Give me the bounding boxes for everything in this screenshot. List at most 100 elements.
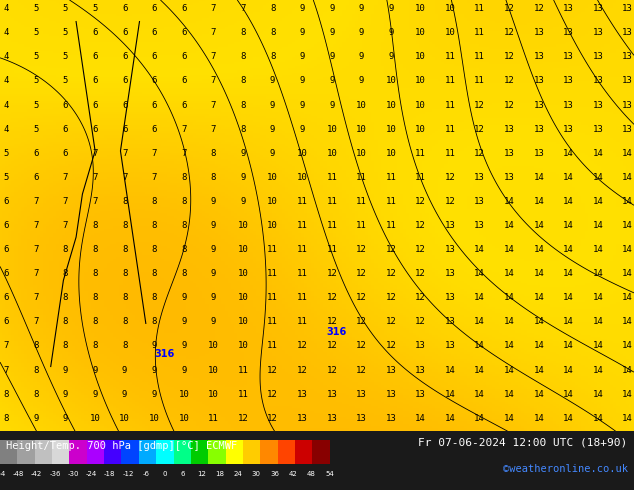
Text: 12: 12 [504, 4, 515, 13]
Text: 9: 9 [63, 366, 68, 374]
Text: 8: 8 [33, 390, 39, 399]
Text: 7: 7 [152, 148, 157, 158]
Text: 13: 13 [534, 100, 544, 109]
Text: 10: 10 [327, 148, 337, 158]
Text: 11: 11 [297, 221, 307, 230]
Text: 6: 6 [122, 124, 127, 134]
Text: 14: 14 [593, 414, 604, 423]
Text: 9: 9 [152, 390, 157, 399]
Text: 13: 13 [445, 269, 455, 278]
Text: 12: 12 [356, 366, 366, 374]
Text: 7: 7 [4, 342, 9, 350]
Text: 6: 6 [152, 100, 157, 109]
Bar [122, 440, 139, 464]
Text: 13: 13 [593, 124, 604, 134]
Text: -24: -24 [86, 470, 97, 477]
Text: 14: 14 [593, 269, 604, 278]
Text: 8: 8 [210, 173, 216, 182]
Text: 10: 10 [385, 148, 396, 158]
Text: 9: 9 [388, 28, 394, 37]
Text: 14: 14 [593, 197, 604, 206]
Text: 6: 6 [152, 52, 157, 61]
Text: 42: 42 [288, 470, 297, 477]
Text: 13: 13 [385, 414, 396, 423]
Text: 13: 13 [593, 4, 604, 13]
Text: 14: 14 [415, 414, 426, 423]
Text: 12: 12 [474, 124, 485, 134]
Text: 9: 9 [299, 100, 305, 109]
Text: 54: 54 [325, 470, 334, 477]
Text: 8: 8 [4, 414, 9, 423]
Text: 13: 13 [445, 245, 455, 254]
Text: 6: 6 [181, 76, 186, 85]
Text: 10: 10 [356, 148, 366, 158]
Text: 9: 9 [181, 366, 186, 374]
Text: 10: 10 [268, 173, 278, 182]
Text: 6: 6 [4, 245, 9, 254]
Text: 9: 9 [270, 148, 275, 158]
Text: 10: 10 [208, 390, 219, 399]
Text: 7: 7 [210, 124, 216, 134]
Text: 10: 10 [238, 269, 249, 278]
Text: 8: 8 [181, 221, 186, 230]
Text: 6: 6 [122, 52, 127, 61]
Text: 12: 12 [327, 342, 337, 350]
Text: 6: 6 [33, 173, 39, 182]
Text: 8: 8 [63, 342, 68, 350]
Text: 11: 11 [415, 148, 426, 158]
Text: 14: 14 [534, 342, 544, 350]
Text: 9: 9 [181, 318, 186, 326]
Text: 14: 14 [563, 269, 574, 278]
Text: 13: 13 [593, 28, 604, 37]
Text: 14: 14 [623, 269, 633, 278]
Text: 9: 9 [329, 76, 335, 85]
Text: 7: 7 [33, 197, 39, 206]
Text: 9: 9 [122, 366, 127, 374]
Text: 13: 13 [356, 390, 366, 399]
Text: 13: 13 [623, 52, 633, 61]
Text: 6: 6 [181, 52, 186, 61]
Text: 13: 13 [623, 124, 633, 134]
Text: 13: 13 [623, 28, 633, 37]
Text: 13: 13 [504, 173, 515, 182]
Text: 14: 14 [504, 318, 515, 326]
Text: 14: 14 [593, 366, 604, 374]
Text: 12: 12 [474, 148, 485, 158]
Text: 11: 11 [385, 221, 396, 230]
Text: 8: 8 [240, 124, 246, 134]
Text: 14: 14 [623, 173, 633, 182]
Text: 8: 8 [270, 52, 275, 61]
Text: 12: 12 [238, 414, 249, 423]
Bar [156, 440, 174, 464]
Text: 14: 14 [563, 173, 574, 182]
Text: 10: 10 [208, 366, 219, 374]
Text: 7: 7 [122, 148, 127, 158]
Text: 7: 7 [181, 148, 186, 158]
Text: 14: 14 [474, 366, 485, 374]
Text: 14: 14 [504, 390, 515, 399]
Text: 13: 13 [474, 221, 485, 230]
Text: 10: 10 [415, 100, 426, 109]
Bar [278, 440, 295, 464]
Text: -48: -48 [13, 470, 24, 477]
Text: 6: 6 [63, 100, 68, 109]
Text: 9: 9 [299, 76, 305, 85]
Text: 12: 12 [327, 318, 337, 326]
Text: 8: 8 [240, 100, 246, 109]
Text: 14: 14 [593, 390, 604, 399]
Text: ©weatheronline.co.uk: ©weatheronline.co.uk [503, 465, 628, 474]
Text: -6: -6 [143, 470, 150, 477]
Text: 14: 14 [504, 269, 515, 278]
Text: 14: 14 [563, 148, 574, 158]
Text: 8: 8 [152, 197, 157, 206]
Text: 12: 12 [356, 342, 366, 350]
Text: 14: 14 [593, 342, 604, 350]
Text: 12: 12 [327, 366, 337, 374]
Text: 14: 14 [593, 221, 604, 230]
Text: 11: 11 [327, 173, 337, 182]
Text: 14: 14 [563, 318, 574, 326]
Text: 10: 10 [238, 318, 249, 326]
Text: 11: 11 [297, 294, 307, 302]
Text: 8: 8 [122, 294, 127, 302]
Text: 14: 14 [534, 245, 544, 254]
